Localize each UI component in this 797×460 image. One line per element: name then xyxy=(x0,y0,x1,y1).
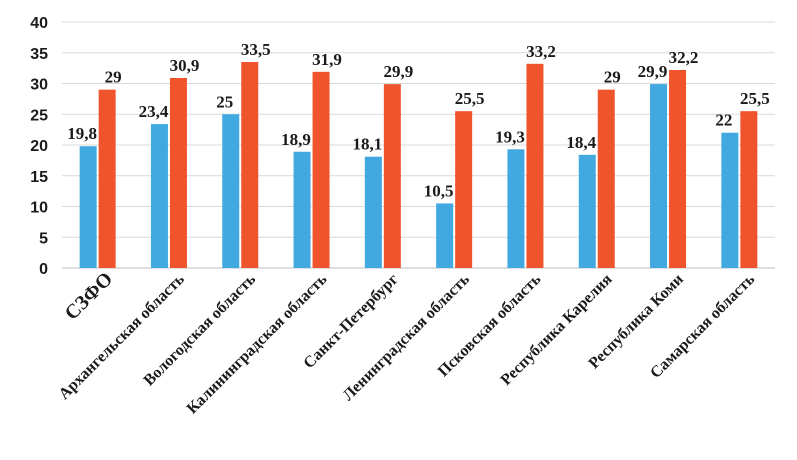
data-label: 19,8 xyxy=(67,124,97,143)
data-labels: 19,8 29 23,4 30,9 25 33,5 18,9 31,9 18,1 29,9 10,5… xyxy=(67,40,769,200)
data-label: 23,4 xyxy=(139,102,169,121)
bar-series-2 xyxy=(312,71,330,268)
data-label: 30,9 xyxy=(170,56,200,75)
bar-series-1 xyxy=(293,151,311,268)
data-label: 18,4 xyxy=(566,133,596,152)
bar-series-2 xyxy=(169,77,187,268)
x-tick-label: СЗФО xyxy=(61,268,118,325)
data-label: 29 xyxy=(604,68,621,87)
bar-series-1 xyxy=(436,203,454,268)
x-tick-label: Архангельская область xyxy=(56,270,188,402)
y-tick-label: 10 xyxy=(30,200,48,217)
y-tick-label: 15 xyxy=(30,169,48,186)
data-label: 33,5 xyxy=(241,40,271,59)
data-label: 22 xyxy=(715,111,732,130)
y-tick-label: 20 xyxy=(30,138,48,155)
bar-series-2 xyxy=(98,89,116,269)
bar-series-1 xyxy=(150,124,168,268)
data-label: 29 xyxy=(105,68,122,87)
bar-series-1 xyxy=(507,149,525,268)
data-label: 29,9 xyxy=(383,62,413,81)
data-label: 18,9 xyxy=(281,130,311,149)
y-tick-label: 5 xyxy=(39,230,48,247)
y-tick-label: 25 xyxy=(30,107,48,124)
y-axis-ticks: 0 5 10 15 20 25 30 35 40 xyxy=(30,15,48,278)
data-label: 18,1 xyxy=(352,135,382,154)
bar-series-2 xyxy=(740,111,758,268)
bar-series-2 xyxy=(383,84,401,269)
data-label: 29,9 xyxy=(638,62,668,81)
bar-series-1 xyxy=(721,132,739,268)
data-label: 33,2 xyxy=(526,42,556,61)
data-label: 31,9 xyxy=(312,50,342,69)
bar-series-2 xyxy=(526,63,544,268)
y-tick-label: 30 xyxy=(30,77,48,94)
x-tick-label: Ленинградская область xyxy=(340,270,474,404)
x-tick-label: Калининградская область xyxy=(184,270,331,417)
bar-series-1 xyxy=(578,154,596,268)
data-label: 19,3 xyxy=(495,127,525,146)
data-label: 10,5 xyxy=(424,181,454,200)
bar-series-2 xyxy=(597,89,615,269)
bar-series-1 xyxy=(364,156,382,268)
bar-series-2 xyxy=(455,111,473,268)
y-tick-label: 40 xyxy=(30,15,48,32)
bar-series-1 xyxy=(222,114,240,268)
bar-series-1 xyxy=(79,146,97,268)
data-label: 25 xyxy=(216,92,233,111)
bars xyxy=(79,61,758,269)
bar-series-2 xyxy=(669,69,687,268)
data-label: 32,2 xyxy=(669,48,699,67)
data-label: 25,5 xyxy=(740,89,770,108)
y-tick-label: 35 xyxy=(30,46,48,63)
data-label: 25,5 xyxy=(455,89,485,108)
y-tick-label: 0 xyxy=(39,261,48,278)
bar-series-1 xyxy=(650,84,668,269)
bar-series-2 xyxy=(241,61,259,268)
